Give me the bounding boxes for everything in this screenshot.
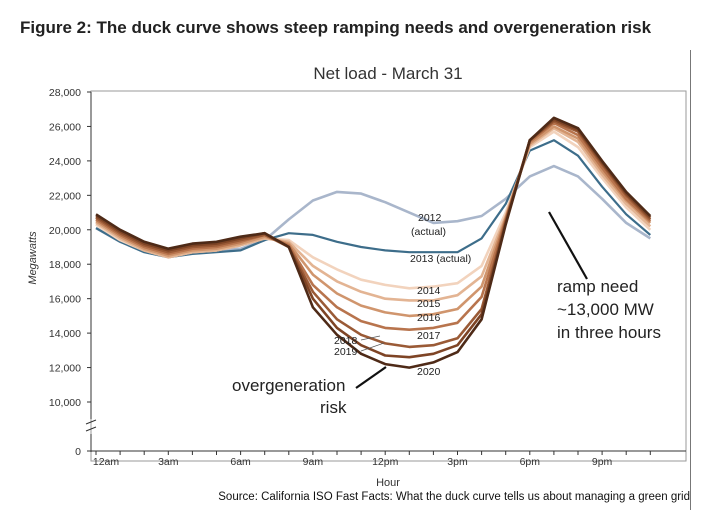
figure-title: Figure 2: The duck curve shows steep ram… [20,18,652,37]
series-line [95,139,652,259]
series-line [95,130,652,290]
x-tick-label: 12pm [372,456,399,468]
series-label-2012: 2012 [418,212,442,224]
overgeneration-arrow [355,366,387,389]
frame-right-border [690,50,691,510]
x-tick-label: 6pm [520,456,541,468]
series-label-2016: 2016 [417,312,441,324]
y-tick-label: 18,000 [49,259,81,271]
series-line [95,121,652,332]
series-label-2018: 2018 [334,335,358,347]
annotation-ramp-need: ramp need [557,277,638,296]
y-axis-label: Megawatts [27,231,39,285]
x-tick-label: 6am [230,456,251,468]
series-label-2014: 2014 [417,285,441,297]
series-label-2020: 2020 [417,366,441,378]
y-axis-break-mark [85,419,97,425]
series-line [95,120,652,349]
y-tick-label: 16,000 [49,294,81,306]
y-tick-label: 12,000 [49,363,81,375]
y-tick-label: 14,000 [49,328,81,340]
leader-line-2018 [360,335,381,341]
chart-title: Net load - March 31 [313,64,462,83]
x-tick-label: 12am [93,456,120,468]
source-note: Source: California ISO Fast Facts: What … [218,491,690,503]
annotation-ramp-hours: in three hours [557,323,661,342]
series-label-2013: 2013 (actual) [410,253,471,265]
series-line [95,116,652,369]
x-tick-label: 3pm [447,456,468,468]
series-layer [95,116,652,369]
y-tick-label: 26,000 [49,121,81,133]
x-tick-label: 9pm [592,456,613,468]
x-axis: 12am 3am 6am 9am 12pm 3pm 6pm 9pm [91,450,686,468]
y-tick-label: 28,000 [49,87,81,99]
x-tick-label: 3am [158,456,179,468]
y-tick-label: 10,000 [49,397,81,409]
y-tick-label: 0 [75,446,81,458]
series-label-2019: 2019 [334,346,358,358]
annotation-overgeneration: overgeneration [232,376,345,395]
series-line [95,118,652,359]
y-tick-label: 24,000 [49,156,81,168]
ramp-need-arrow [548,211,588,280]
x-axis-label: Hour [376,477,400,489]
series-label-2015: 2015 [417,298,441,310]
y-tick-label: 22,000 [49,190,81,202]
series-label-2012-actual: (actual) [411,226,446,238]
series-line [95,125,652,318]
series-line [95,126,652,302]
leader-line-2019 [360,342,385,352]
plot-frame [90,90,687,462]
series-label-2017: 2017 [417,330,441,342]
y-axis-break-mark [85,426,97,432]
y-axis: 0 10,000 12,000 14,000 16,000 18,000 20,000 22,… [49,87,97,458]
x-tick-label: 9am [303,456,324,468]
y-tick-label: 20,000 [49,225,81,237]
annotation-ramp-amount: ~13,000 MW [557,300,654,319]
annotation-risk: risk [320,398,347,417]
